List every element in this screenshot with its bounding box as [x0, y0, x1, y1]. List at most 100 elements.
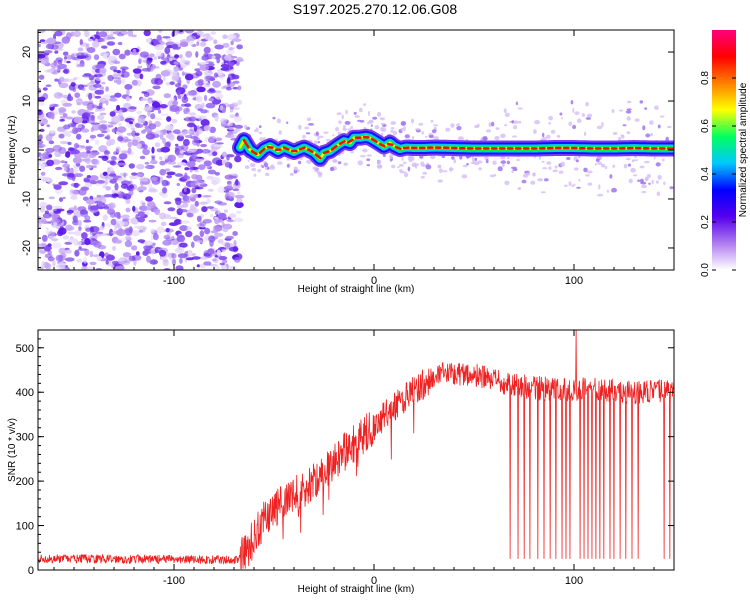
- noise-speckle: [113, 60, 121, 65]
- noise-speckle: [213, 232, 224, 237]
- signal-scatter: [359, 107, 363, 113]
- x-tick-label: 100: [565, 275, 583, 287]
- signal-scatter: [537, 178, 543, 182]
- noise-speckle: [191, 138, 199, 146]
- noise-speckle: [55, 188, 63, 195]
- noise-speckle: [50, 238, 59, 242]
- noise-speckle: [67, 231, 75, 235]
- signal-scatter: [397, 166, 400, 169]
- noise-speckle: [104, 178, 109, 185]
- noise-speckle: [70, 82, 76, 87]
- signal-scatter: [546, 134, 551, 139]
- noise-speckle: [109, 160, 117, 166]
- noise-speckle: [94, 139, 100, 146]
- signal-scatter: [421, 131, 425, 135]
- noise-speckle: [88, 153, 96, 159]
- noise-speckle: [86, 104, 94, 111]
- noise-speckle: [99, 225, 105, 231]
- signal-scatter: [455, 123, 461, 126]
- signal-scatter: [506, 160, 510, 165]
- noise-speckle: [66, 95, 74, 102]
- noise-speckle: [140, 97, 148, 101]
- y-tick-label: -10: [21, 191, 33, 207]
- noise-speckle: [153, 56, 158, 60]
- noise-speckle: [89, 261, 97, 266]
- signal-scatter: [345, 109, 348, 115]
- noise-speckle: [235, 179, 239, 186]
- noise-speckle: [213, 39, 218, 45]
- noise-speckle: [110, 218, 117, 226]
- noise-speckle: [227, 182, 233, 189]
- signal-scatter: [407, 166, 411, 172]
- noise-speckle: [214, 93, 224, 100]
- bottom-plot-axes: -100 0 100 0 100 200 300 400 500: [16, 329, 675, 587]
- noise-speckle: [162, 36, 171, 39]
- noise-speckle: [81, 158, 91, 162]
- noise-speckle: [139, 177, 148, 182]
- noise-speckle: [194, 200, 199, 207]
- y-tick-label: 0: [28, 565, 34, 577]
- noise-speckle: [86, 117, 96, 124]
- noise-speckle: [195, 80, 204, 87]
- noise-speckle: [60, 118, 65, 122]
- signal-scatter: [380, 127, 384, 132]
- noise-speckle: [96, 255, 102, 262]
- noise-speckle: [64, 249, 72, 254]
- noise-speckle: [194, 158, 203, 162]
- noise-speckle: [236, 197, 243, 203]
- signal-scatter: [357, 119, 361, 122]
- colorbar-axis: 0.0 0.2 0.4 0.6 0.8: [700, 71, 736, 277]
- signal-scatter: [258, 125, 262, 129]
- noise-speckle: [137, 239, 146, 243]
- signal-scatter: [457, 136, 464, 141]
- signal-scatter: [318, 171, 321, 175]
- noise-speckle: [111, 128, 118, 133]
- signal-scatter: [390, 127, 395, 130]
- noise-speckle: [76, 258, 83, 263]
- noise-speckle: [179, 41, 189, 48]
- noise-speckle: [214, 255, 219, 258]
- noise-speckle: [226, 86, 232, 91]
- signal-scatter: [559, 112, 563, 116]
- colorbar-tick-label: 0.2: [700, 215, 711, 229]
- signal-scatter: [418, 122, 424, 126]
- noise-speckle: [196, 215, 202, 222]
- noise-speckle: [233, 240, 237, 247]
- noise-speckle: [50, 218, 61, 224]
- noise-speckle: [91, 158, 100, 166]
- noise-speckle: [118, 53, 126, 60]
- signal-scatter: [431, 129, 437, 134]
- noise-speckle: [40, 176, 51, 182]
- noise-speckle: [106, 140, 112, 147]
- noise-speckle: [48, 231, 56, 236]
- noise-speckle: [205, 36, 214, 41]
- signal-scatter: [401, 156, 404, 161]
- signal-scatter: [330, 166, 334, 172]
- noise-speckle: [160, 113, 169, 117]
- signal-scatter: [367, 121, 370, 125]
- noise-speckle: [107, 167, 111, 175]
- noise-speckle: [156, 34, 162, 42]
- noise-speckle: [164, 46, 171, 55]
- noise-speckle: [160, 70, 171, 77]
- noise-speckle: [77, 123, 82, 129]
- noise-speckle: [214, 114, 219, 122]
- noise-speckle: [106, 134, 111, 141]
- noise-speckle: [78, 219, 82, 227]
- signal-scatter: [566, 157, 571, 160]
- noise-speckle: [73, 143, 79, 149]
- signal-scatter: [597, 193, 604, 197]
- noise-speckle: [198, 164, 206, 170]
- noise-speckle: [199, 256, 209, 260]
- noise-speckle: [73, 116, 83, 124]
- signal-scatter: [657, 124, 661, 129]
- noise-speckle: [127, 147, 132, 155]
- noise-speckle: [130, 51, 140, 56]
- noise-speckle: [166, 38, 173, 41]
- noise-speckle: [146, 147, 151, 151]
- noise-speckle: [69, 189, 79, 197]
- noise-speckle: [154, 142, 160, 148]
- noise-speckle: [160, 193, 168, 199]
- noise-speckle: [139, 73, 144, 80]
